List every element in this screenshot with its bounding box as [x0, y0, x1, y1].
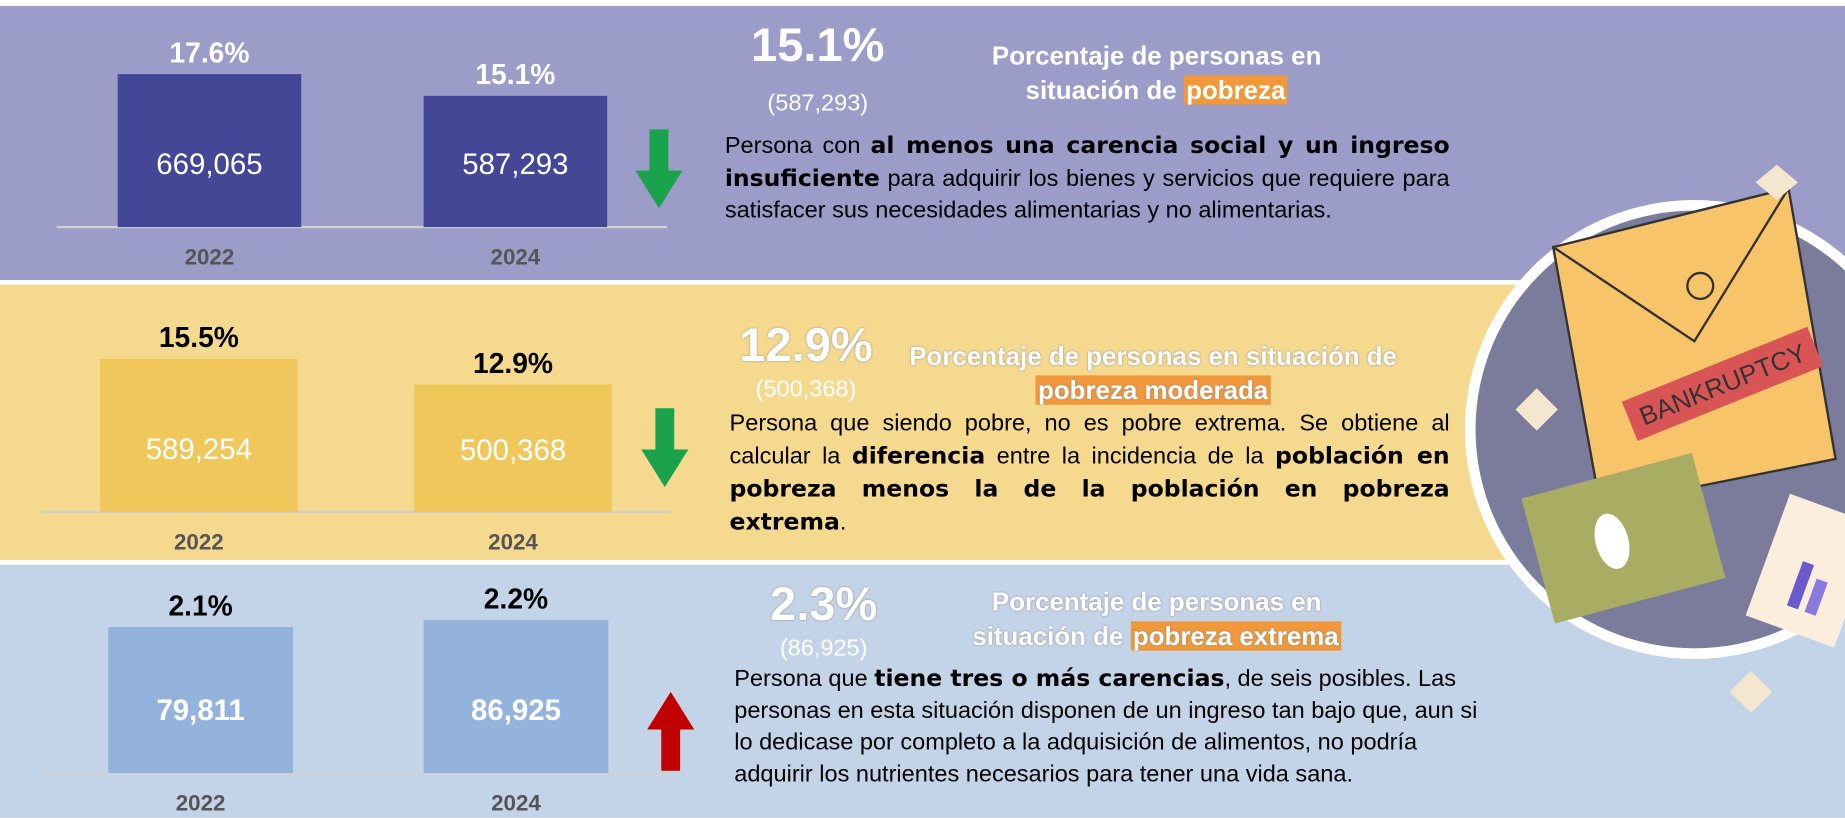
diamond: [1730, 671, 1772, 713]
illustration: BANKRUPTCY: [0, 0, 1845, 818]
root: 17.6%669,065202215.1%587,293202415.1%(58…: [0, 0, 1845, 818]
infographic: 17.6%669,065202215.1%587,293202415.1%(58…: [0, 0, 1845, 818]
